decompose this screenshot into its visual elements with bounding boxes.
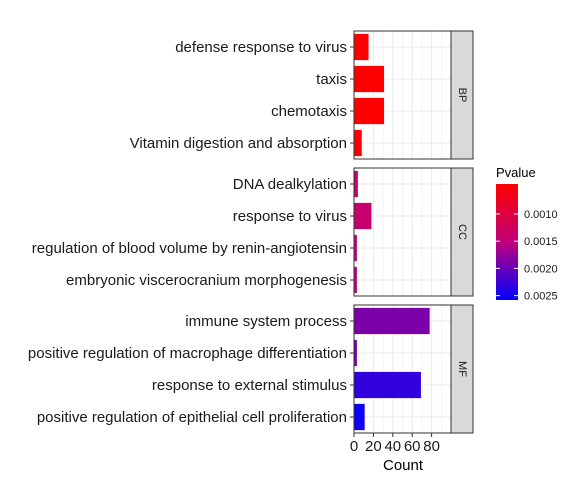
x-axis: 0 20 40 60 80	[350, 433, 440, 455]
facet-strip	[450, 30, 474, 160]
legend-tick-label: 0.0020	[524, 263, 558, 275]
bar	[354, 371, 421, 399]
x-tick-label: 0	[350, 438, 358, 455]
term-label: DNA dealkylation	[233, 176, 347, 193]
facet-mf: immune system process positive regulation…	[28, 304, 474, 434]
term-label: immune system process	[185, 313, 347, 330]
term-label: embryonic viscerocranium morphogenesis	[66, 272, 347, 289]
facet-strip-label: MF	[456, 361, 468, 377]
term-label: response to external stimulus	[152, 377, 347, 394]
term-label: taxis	[316, 71, 347, 88]
x-tick-label: 20	[365, 438, 382, 455]
bar	[354, 202, 372, 230]
x-tick-label: 80	[423, 438, 440, 455]
bar	[354, 65, 385, 93]
bar	[354, 403, 365, 431]
x-tick-label: 60	[404, 438, 421, 455]
facet-strip	[450, 304, 474, 434]
term-label: regulation of blood volume by renin-angi…	[32, 240, 347, 257]
term-label: positive regulation of macrophage differ…	[28, 345, 347, 362]
bar	[354, 266, 357, 294]
term-label: Vitamin digestion and absorption	[130, 135, 347, 152]
term-label: response to virus	[233, 208, 347, 225]
legend-color-bar	[496, 184, 518, 300]
bar	[354, 97, 385, 125]
bar	[354, 170, 358, 198]
facet-strip	[450, 167, 474, 297]
term-label: positive regulation of epithelial cell p…	[37, 409, 347, 426]
term-label: defense response to virus	[175, 39, 347, 56]
facet-cc: DNA dealkylation response to virus regulat…	[32, 167, 474, 297]
legend-tick-label: 0.0025	[524, 291, 558, 303]
facet-strip-label: CC	[456, 224, 468, 240]
x-axis-title: Count	[383, 457, 424, 474]
bar	[354, 33, 369, 61]
bar	[354, 307, 430, 335]
bar	[354, 339, 357, 367]
bar	[354, 129, 362, 157]
term-label: chemotaxis	[271, 103, 347, 120]
facet-panels: defense response to virus taxis chemotaxis…	[28, 30, 474, 434]
facet-bp: defense response to virus taxis chemotaxis…	[130, 30, 474, 160]
legend-ticks: 0.0010 0.0015 0.0020 0.0025	[496, 209, 558, 303]
pvalue-legend: Pvalue 0.0010 0.0015 0.0020 0.0025	[496, 165, 558, 303]
bar	[354, 234, 357, 262]
legend-tick-label: 0.0015	[524, 236, 558, 248]
legend-title: Pvalue	[496, 165, 536, 180]
facet-strip-label: BP	[456, 88, 468, 103]
legend-tick-label: 0.0010	[524, 209, 558, 221]
x-tick-label: 40	[384, 438, 401, 455]
